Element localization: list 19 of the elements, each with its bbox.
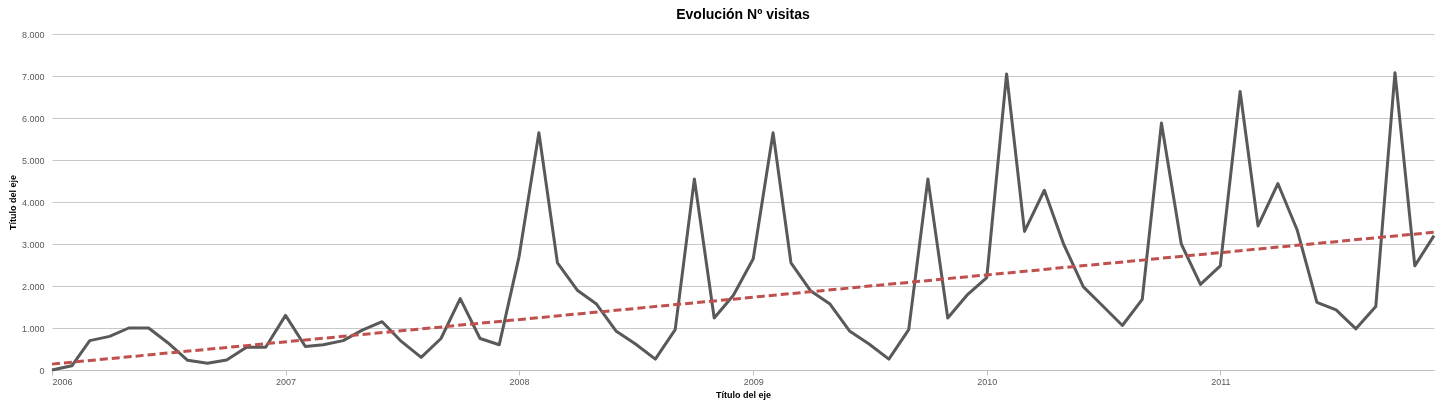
x-axis-title: Título del eje [715, 389, 772, 400]
y-tick-label: 8.000 [21, 29, 45, 40]
x-tick-label: 2007 [276, 376, 297, 387]
y-tick-label: 2.000 [21, 281, 45, 292]
y-tick-label: 3.000 [21, 239, 45, 250]
y-tick-label: 4.000 [21, 197, 45, 208]
x-tick-label: 2008 [509, 376, 530, 387]
x-tick-label: 2011 [1211, 376, 1231, 387]
line-series [50, 71, 1436, 372]
x-tick-label: 2006 [52, 376, 73, 387]
x-tick-label: 2009 [743, 376, 764, 387]
y-tick-label: 6.000 [21, 113, 45, 124]
x-tick-label: 2010 [977, 376, 998, 387]
chart-title: Evolución Nº visitas [676, 6, 810, 22]
y-tick-label: 1.000 [21, 323, 45, 334]
y-tick-label: 0 [39, 365, 45, 376]
y-tick-label: 5.000 [21, 155, 45, 166]
y-tick-label: 7.000 [21, 71, 45, 82]
y-axis-title: Título del eje [7, 174, 18, 231]
